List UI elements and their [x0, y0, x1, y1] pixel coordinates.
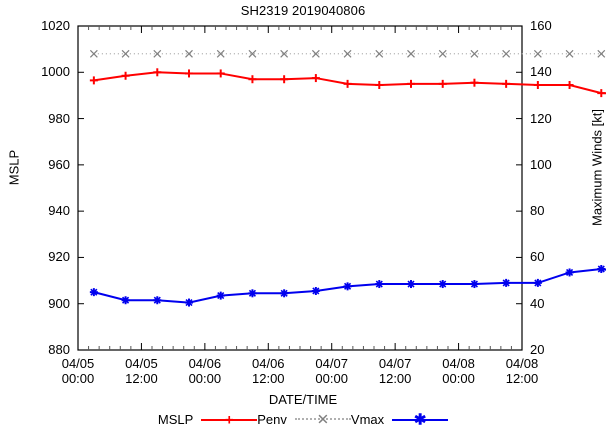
x-tick-time: 12:00 — [252, 371, 285, 386]
legend-label-mslp: MSLP — [157, 412, 194, 427]
y-tick-label-right: 140 — [530, 64, 552, 80]
data-point-marker — [185, 298, 193, 307]
y-axis-label-right: Maximum Winds [kt] — [589, 109, 605, 227]
legend-item-mslp: MSLP + — [157, 412, 258, 427]
y-tick-label-right: 80 — [530, 203, 545, 219]
x-tick-label: 04/05 00:00 — [43, 356, 113, 386]
y-tick-label-left: 920 — [48, 249, 70, 265]
data-point-marker — [89, 49, 98, 58]
data-point-marker — [407, 49, 415, 58]
y-tick-label-right: 120 — [530, 110, 552, 126]
data-point-marker — [565, 49, 574, 58]
x-tick-label: 04/05 12:00 — [106, 356, 176, 386]
x-tick-date: 04/07 — [315, 356, 348, 371]
data-point-marker — [502, 279, 510, 287]
data-point-marker — [248, 289, 256, 297]
data-point-marker — [153, 296, 161, 304]
x-tick-date: 04/05 — [61, 356, 95, 371]
x-tick-label: 04/06 00:00 — [170, 356, 240, 386]
y-tick-label-right: 20 — [530, 342, 545, 357]
x-tick-date: 04/07 — [378, 356, 412, 371]
y-tick-label-left: 900 — [48, 295, 70, 311]
legend-item-penv: Penv ✕ — [257, 412, 351, 427]
data-point-marker — [312, 287, 320, 295]
data-point-marker — [280, 289, 288, 297]
y-tick-label-left: 1000 — [41, 64, 70, 80]
data-point-marker — [248, 49, 257, 58]
x-tick-time: 00:00 — [188, 371, 222, 386]
legend-item-vmax: Vmax ✱ — [350, 412, 449, 427]
data-point-marker — [438, 49, 447, 58]
x-tick-date: 04/08 — [442, 356, 475, 371]
y-tick-label-right: 160 — [530, 18, 552, 33]
data-point-marker — [439, 280, 447, 288]
data-point-marker — [344, 282, 352, 290]
series-vmax — [89, 265, 606, 307]
x-axis-label: DATE/TIME — [268, 392, 338, 407]
legend-label-vmax: Vmax — [350, 412, 385, 427]
data-point-marker — [566, 268, 574, 277]
x-tick-time: 12:00 — [505, 371, 539, 386]
y-tick-label-right: 100 — [530, 156, 552, 172]
data-point-marker — [502, 49, 511, 58]
chart-legend: MSLP + Penv ✕ Vmax ✱ — [0, 412, 606, 427]
x-tick-date: 04/05 — [125, 356, 158, 371]
chart-title: SH2319 2019040806 — [240, 3, 366, 18]
data-point-marker — [470, 280, 478, 288]
data-point-marker — [343, 49, 352, 58]
y-tick-label-left: 1020 — [41, 18, 70, 33]
x-tick-label: 04/07 00:00 — [297, 356, 367, 386]
y-tick-label-left: 940 — [48, 203, 70, 219]
data-point-marker — [217, 292, 225, 300]
series-mslp — [89, 68, 606, 98]
data-point-marker — [470, 49, 479, 58]
data-point-marker — [280, 49, 289, 58]
data-point-marker — [597, 49, 606, 58]
y-tick-label-left: 980 — [48, 110, 70, 126]
data-point-marker — [153, 49, 162, 58]
data-point-marker — [375, 280, 383, 288]
y-tick-label-left: 880 — [48, 342, 70, 357]
data-point-marker — [121, 49, 130, 58]
data-point-marker — [216, 49, 225, 58]
x-tick-label: 04/07 12:00 — [360, 356, 430, 386]
x-tick-date: 04/08 — [505, 356, 539, 371]
x-tick-time: 00:00 — [442, 371, 475, 386]
data-point-marker — [185, 49, 193, 58]
x-tick-time: 12:00 — [378, 371, 412, 386]
x-tick-date: 04/06 — [188, 356, 222, 371]
x-tick-label: 04/08 00:00 — [424, 356, 494, 386]
data-point-marker — [407, 280, 415, 288]
data-point-marker — [90, 288, 98, 296]
data-point-marker — [375, 49, 384, 58]
legend-swatch-vmax: ✱ — [392, 412, 449, 427]
x-tick-label: 04/06 12:00 — [233, 356, 303, 386]
data-point-marker — [533, 49, 542, 58]
legend-label-penv: Penv — [257, 412, 287, 427]
data-point-marker — [311, 49, 320, 58]
data-point-marker — [597, 265, 605, 273]
y-tick-label-right: 40 — [530, 295, 545, 311]
y-tick-label-right: 60 — [530, 249, 545, 265]
x-tick-time: 00:00 — [315, 371, 348, 386]
y-tick-label-left: 960 — [48, 156, 70, 172]
x-tick-date: 04/06 — [252, 356, 285, 371]
x-tick-label: 04/08 12:00 — [487, 356, 557, 386]
series-penv — [89, 49, 606, 58]
legend-swatch-mslp: + — [201, 412, 258, 427]
x-tick-time: 00:00 — [61, 371, 95, 386]
x-tick-time: 12:00 — [125, 371, 158, 386]
legend-swatch-penv: ✕ — [294, 412, 351, 427]
data-point-marker — [534, 279, 542, 287]
data-point-marker — [122, 296, 130, 304]
